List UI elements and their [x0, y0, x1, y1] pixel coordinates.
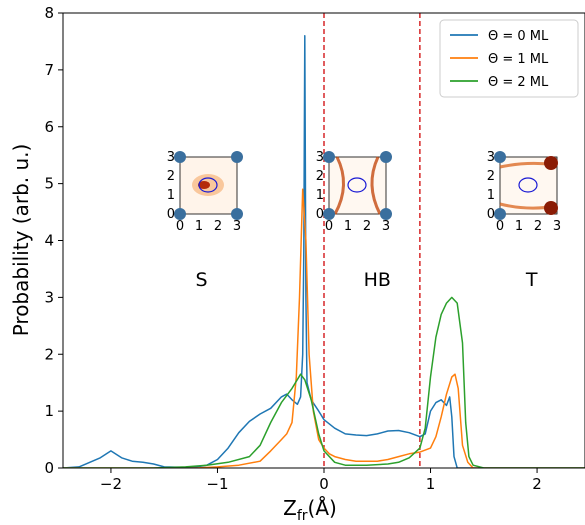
inset-x-tick-label: 1: [344, 219, 352, 234]
inset-atom: [380, 208, 392, 220]
x-axis-title: Zfr(Å): [283, 496, 337, 524]
inset-density-core: [544, 156, 558, 170]
legend-box: [439, 19, 579, 98]
x-tick-label: 2: [532, 475, 542, 493]
inset-density: [333, 156, 382, 215]
region-labels: S HB T: [195, 269, 537, 291]
legend-label-2: Θ = 2 ML: [488, 75, 549, 90]
y-tick-label: 5: [44, 175, 54, 193]
inset-atom: [231, 151, 243, 163]
inset-site-ring: [518, 177, 538, 193]
inset-x-tick-label: 3: [382, 219, 390, 234]
inset-y-tick-label: 1: [167, 188, 175, 203]
inset-x-tick-label: 1: [195, 219, 203, 234]
y-tick-label: 0: [44, 459, 54, 477]
inset-y-tick-label: 3: [316, 150, 324, 165]
inset-x-tick-label: 2: [214, 219, 222, 234]
inset-density-core: [198, 181, 210, 189]
series-line-1: [63, 188, 585, 468]
y-axis: 0 1 2 3 4 5 6 7 8: [44, 4, 63, 477]
inset-atom: [323, 151, 335, 163]
inset-x-tick-label: 2: [363, 219, 371, 234]
inset-x-tick-label: 1: [515, 219, 523, 234]
x-tick-label: −2: [100, 475, 122, 493]
inset-atom: [174, 208, 186, 220]
inset-x-tick-label: 3: [553, 219, 561, 234]
inset-site-ring: [198, 177, 218, 193]
region-label-s: S: [195, 269, 207, 291]
y-tick-label: 7: [44, 61, 54, 79]
y-tick-label: 8: [44, 4, 54, 22]
x-axis: −2 −1 0 1 2: [100, 468, 542, 493]
inset-y-tick-label: 0: [167, 207, 175, 222]
legend-label-1: Θ = 1 ML: [488, 52, 549, 67]
inset-site-ring: [347, 177, 367, 193]
inset-y-tick-label: 1: [316, 188, 324, 203]
region-label-hb: HB: [364, 269, 391, 291]
inset-y-tick-label: 3: [167, 150, 175, 165]
inset-atom: [174, 151, 186, 163]
inset-y-tick-label: 0: [487, 207, 495, 222]
inset-y-tick-label: 2: [167, 169, 175, 184]
inset-atom: [231, 208, 243, 220]
series-line-0: [63, 35, 585, 468]
inset-density-core: [544, 201, 558, 215]
inset-y-tick-label: 2: [316, 169, 324, 184]
legend-label-0: Θ = 0 ML: [488, 29, 549, 44]
inset-x-tick-label: 0: [496, 219, 504, 234]
region-dividers: [323, 13, 421, 468]
y-tick-label: 6: [44, 118, 54, 136]
inset-atom: [494, 208, 506, 220]
y-tick-label: 4: [44, 232, 54, 250]
series-line-2: [63, 296, 585, 468]
y-tick-label: 1: [44, 402, 54, 420]
x-tick-label: −1: [206, 475, 228, 493]
legend: Θ = 0 ML Θ = 1 ML Θ = 2 ML: [439, 19, 579, 98]
x-tick-label: 1: [426, 475, 436, 493]
inset-x-tick-label: 0: [176, 219, 184, 234]
y-tick-label: 3: [44, 288, 54, 306]
inset-atom: [494, 151, 506, 163]
inset-y-tick-label: 1: [487, 188, 495, 203]
inset-y-tick-label: 0: [316, 207, 324, 222]
inset-x-tick-label: 0: [325, 219, 333, 234]
inset-atom: [323, 208, 335, 220]
inset-y-tick-label: 2: [487, 169, 495, 184]
inset-x-tick-label: 2: [534, 219, 542, 234]
y-tick-label: 2: [44, 345, 54, 363]
inset-atom: [380, 151, 392, 163]
y-axis-title: Probability (arb. u.): [9, 144, 33, 337]
x-tick-label: 0: [319, 475, 329, 493]
series-lines: [63, 35, 585, 468]
inset-x-tick-label: 3: [233, 219, 241, 234]
region-label-t: T: [525, 269, 538, 291]
inset-y-tick-label: 3: [487, 150, 495, 165]
